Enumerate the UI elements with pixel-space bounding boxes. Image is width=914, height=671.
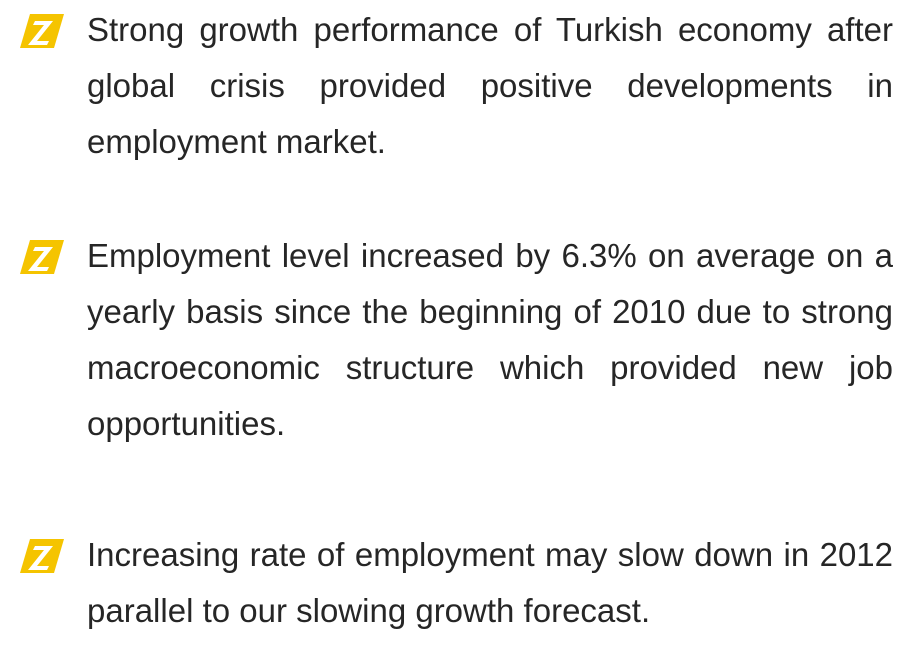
bullet-item: Increasing rate of employment may slow d… <box>0 527 914 639</box>
bullet-icon <box>20 539 64 573</box>
bullet-text: Employment level increased by 6.3% on av… <box>87 237 893 442</box>
bullet-text: Strong growth performance of Turkish eco… <box>87 11 893 160</box>
bullet-text: Increasing rate of employment may slow d… <box>87 536 893 629</box>
bullet-icon <box>20 240 64 274</box>
bullet-icon <box>20 14 64 48</box>
bullet-item: Employment level increased by 6.3% on av… <box>0 228 914 452</box>
bullet-item: Strong growth performance of Turkish eco… <box>0 2 914 170</box>
